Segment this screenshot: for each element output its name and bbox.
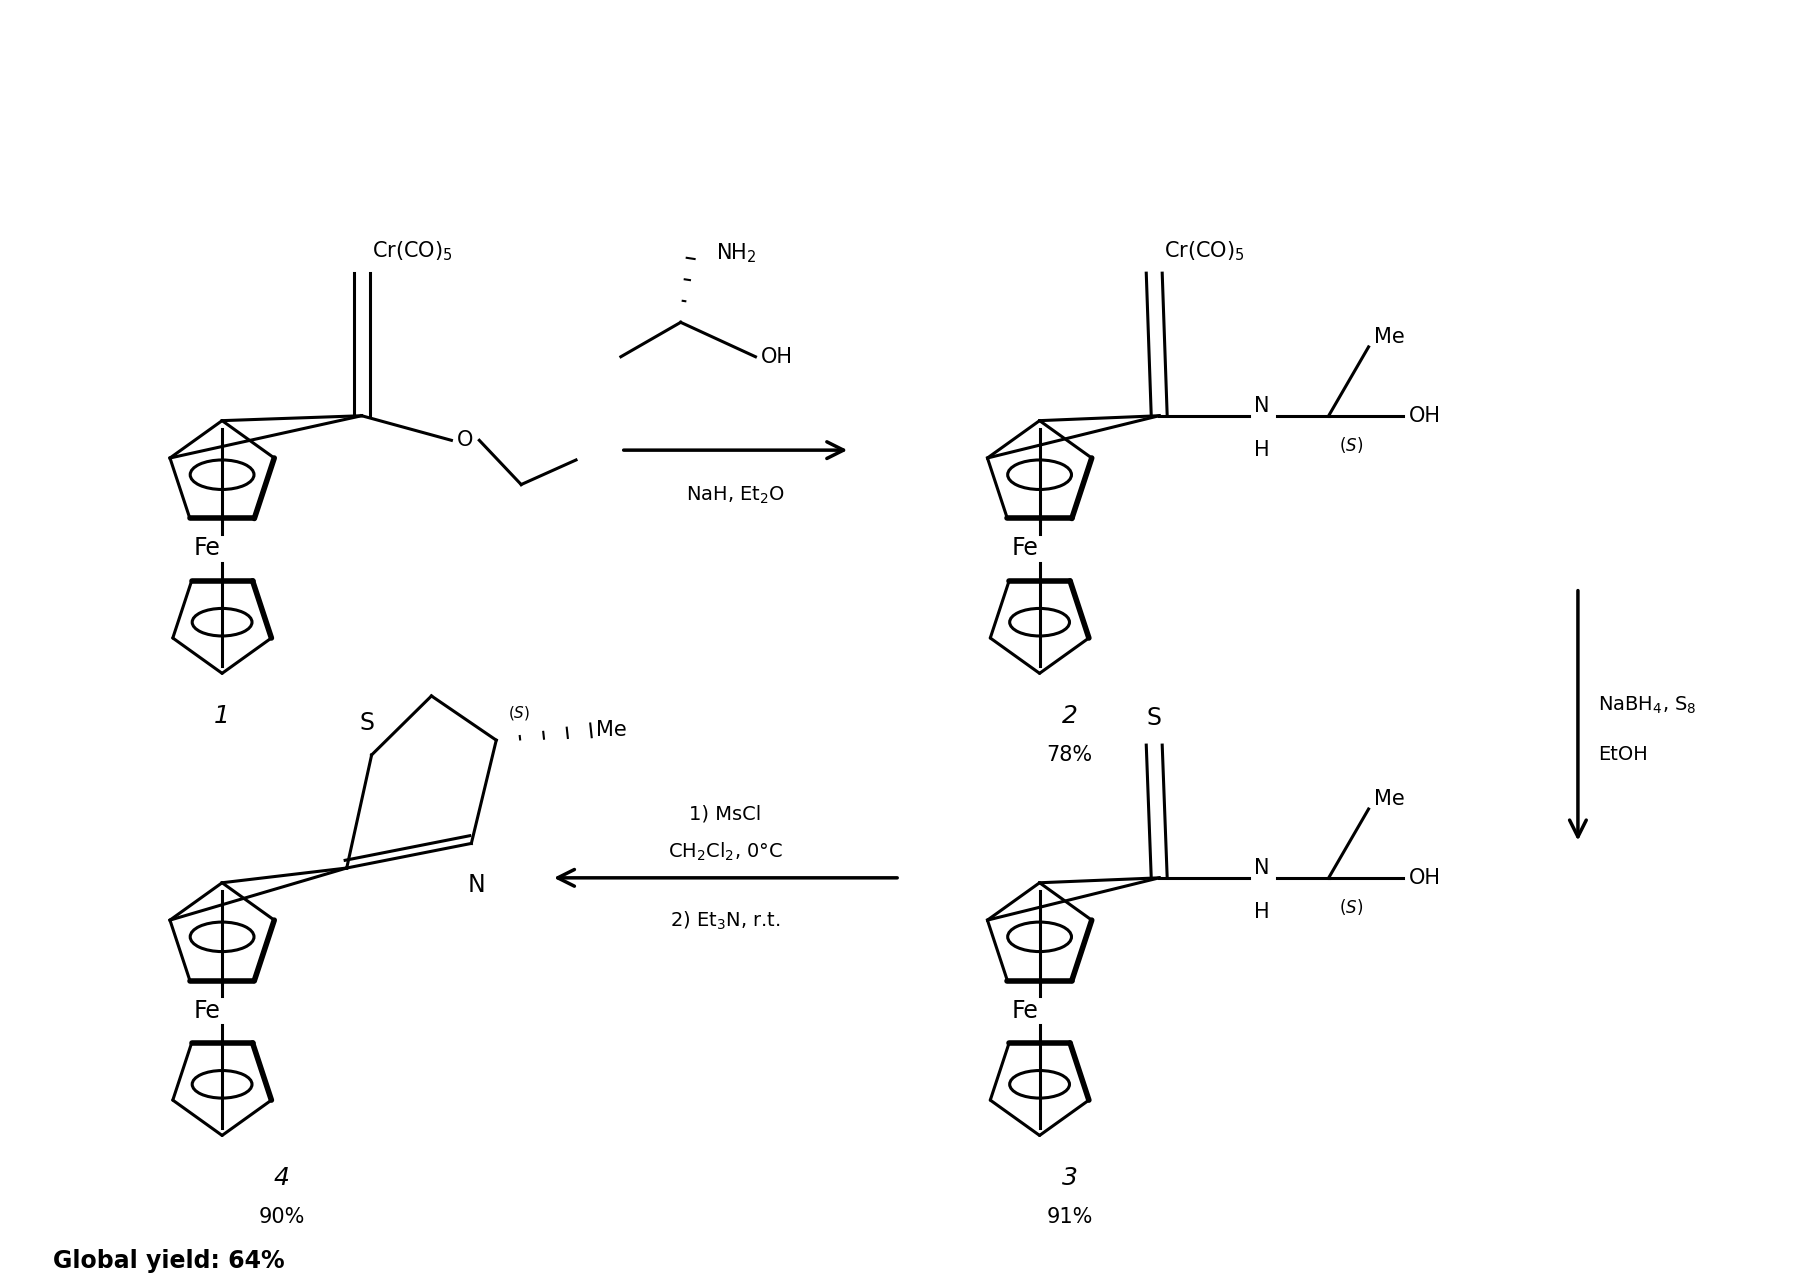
- Text: 1) MsCl: 1) MsCl: [689, 805, 762, 824]
- Text: Cr(CO)$_5$: Cr(CO)$_5$: [1165, 240, 1245, 264]
- Text: 1: 1: [213, 704, 230, 728]
- Text: N: N: [1254, 858, 1270, 878]
- Text: Me: Me: [595, 720, 626, 741]
- Text: O: O: [456, 430, 472, 450]
- Text: $(S)$: $(S)$: [1339, 435, 1362, 455]
- Text: S: S: [1147, 706, 1161, 731]
- Text: H: H: [1254, 440, 1270, 460]
- Text: 3: 3: [1062, 1165, 1078, 1190]
- Text: Fe: Fe: [194, 537, 221, 561]
- Text: 78%: 78%: [1046, 745, 1093, 765]
- Text: 90%: 90%: [259, 1207, 306, 1227]
- Text: CH$_2$Cl$_2$, 0°C: CH$_2$Cl$_2$, 0°C: [668, 840, 783, 863]
- Text: Fe: Fe: [1011, 537, 1038, 561]
- Text: Me: Me: [1373, 328, 1404, 347]
- Text: OH: OH: [1409, 868, 1440, 887]
- Text: Cr(CO)$_5$: Cr(CO)$_5$: [371, 240, 452, 264]
- Text: 2) Et$_3$N, r.t.: 2) Et$_3$N, r.t.: [671, 909, 781, 932]
- Text: Global yield: 64%: Global yield: 64%: [52, 1250, 284, 1274]
- Text: $(S)$: $(S)$: [1339, 898, 1362, 917]
- Text: EtOH: EtOH: [1597, 746, 1648, 765]
- Text: NaH, Et$_2$O: NaH, Et$_2$O: [686, 484, 785, 506]
- Text: 91%: 91%: [1046, 1207, 1093, 1227]
- Text: S: S: [360, 711, 374, 736]
- Text: N: N: [1254, 397, 1270, 416]
- Text: OH: OH: [1409, 405, 1440, 426]
- Text: $(S)$: $(S)$: [508, 705, 530, 723]
- Text: Fe: Fe: [194, 998, 221, 1023]
- Text: NaBH$_4$, S$_8$: NaBH$_4$, S$_8$: [1597, 695, 1697, 717]
- Text: Me: Me: [1373, 789, 1404, 810]
- Text: Fe: Fe: [1011, 998, 1038, 1023]
- Text: N: N: [467, 873, 485, 896]
- Text: 4: 4: [273, 1165, 289, 1190]
- Text: 2: 2: [1062, 704, 1078, 728]
- Text: H: H: [1254, 903, 1270, 922]
- Text: OH: OH: [760, 347, 792, 367]
- Text: NH$_2$: NH$_2$: [716, 242, 756, 265]
